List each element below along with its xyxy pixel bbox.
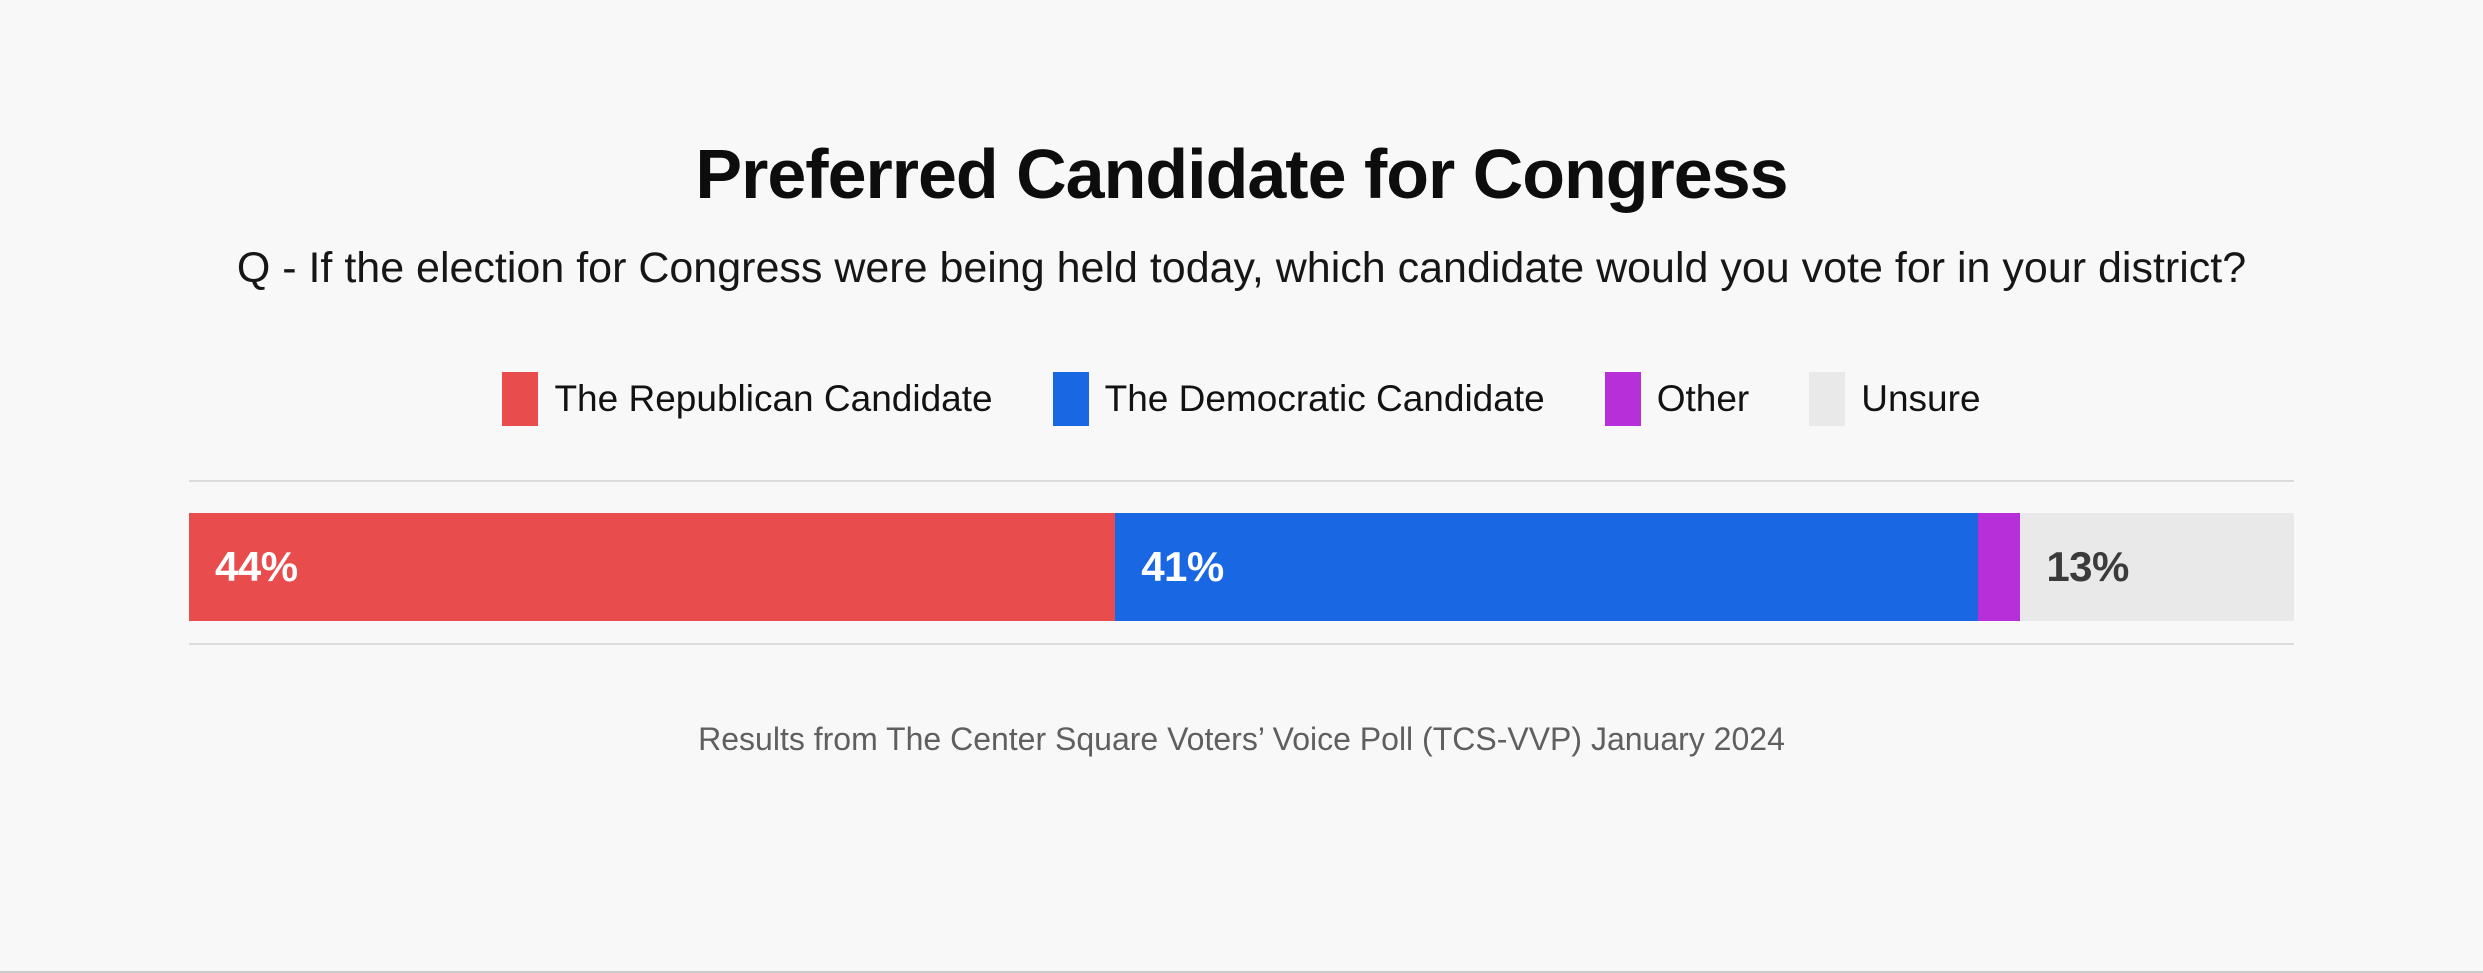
legend-swatch-the-democratic-candidate [1052, 372, 1089, 426]
source-note: Results from The Center Square Voters’ V… [698, 721, 1785, 757]
legend-swatch-other [1604, 372, 1641, 426]
chart-title: Preferred Candidate for Congress [695, 135, 1788, 213]
bar-segment-the-democratic-candidate[interactable]: 41% [1115, 513, 1979, 621]
legend-item-the-republican-candidate[interactable]: The Republican Candidate [502, 372, 993, 426]
bar-segment-value-label: 13% [2046, 543, 2129, 590]
legend-label: The Republican Candidate [554, 378, 993, 419]
legend-item-the-democratic-candidate[interactable]: The Democratic Candidate [1052, 372, 1545, 426]
legend-label: Unsure [1861, 378, 1981, 419]
legend-swatch-the-republican-candidate [502, 372, 539, 426]
chart-subtitle: Q - If the election for Congress were be… [236, 244, 2247, 292]
poll-chart-card: Preferred Candidate for Congress Q - If … [0, 138, 2483, 971]
legend: The Republican Candidate The Democratic C… [0, 372, 2483, 426]
legend-swatch-unsure [1809, 372, 1846, 426]
legend-item-unsure[interactable]: Unsure [1809, 372, 1981, 426]
stacked-bar: 44% 41% 13% [189, 513, 2294, 621]
bar-segment-unsure[interactable]: 13% [2020, 513, 2294, 621]
legend-label: The Democratic Candidate [1104, 378, 1545, 419]
legend-item-other[interactable]: Other [1604, 372, 1750, 426]
bar-chart-area: 44% 41% 13% [189, 480, 2294, 645]
bar-segment-the-republican-candidate[interactable]: 44% [189, 513, 1116, 621]
bar-segment-value-label: 41% [1141, 543, 1224, 590]
bar-segment-other[interactable] [1978, 513, 2021, 621]
legend-label: Other [1656, 378, 1750, 419]
bar-segment-value-label: 44% [215, 543, 298, 590]
